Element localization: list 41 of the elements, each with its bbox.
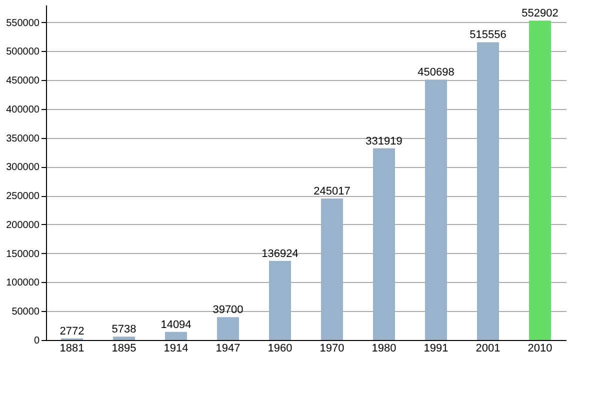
x-tick-label: 1895 <box>112 342 136 354</box>
x-tick-label: 1947 <box>216 342 240 354</box>
bar <box>113 336 135 340</box>
y-tick-label: 450000 <box>6 76 40 87</box>
y-tick-label: 400000 <box>6 104 40 116</box>
bar <box>269 260 291 340</box>
bar <box>529 20 551 340</box>
data-label: 14094 <box>160 318 192 331</box>
y-tick-label: 200000 <box>6 220 40 231</box>
bar <box>373 148 395 340</box>
x-tick-label: 1970 <box>320 342 344 354</box>
x-tick-label: 2010 <box>528 342 552 354</box>
y-tick-label: 100000 <box>6 278 40 289</box>
x-tick-label: 1914 <box>164 342 188 354</box>
data-label: 136924 <box>262 248 298 260</box>
bar <box>321 198 343 340</box>
data-label: 5738 <box>112 324 136 336</box>
y-tick-label: 500000 <box>6 46 40 58</box>
data-label: 39700 <box>212 304 244 316</box>
bar <box>477 42 499 340</box>
bar <box>217 317 239 340</box>
y-tick-label: 150000 <box>6 248 40 260</box>
data-label: 2772 <box>60 325 84 338</box>
y-tick-label: 50000 <box>12 306 40 318</box>
x-tick-label: 1980 <box>372 342 396 354</box>
x-tick-label: 1991 <box>424 342 448 354</box>
y-tick-label: 250000 <box>6 191 40 202</box>
y-tick-label: 550000 <box>6 18 40 29</box>
data-label: 245017 <box>314 185 350 198</box>
x-tick-label: 2001 <box>476 342 500 354</box>
data-label: 515556 <box>470 29 506 42</box>
bar <box>425 80 447 340</box>
data-label: 552902 <box>522 8 558 20</box>
bar <box>165 332 187 340</box>
data-label: 450698 <box>418 66 454 79</box>
x-tick-label: 1960 <box>268 342 292 354</box>
y-tick-label: 0 <box>34 336 40 346</box>
data-label: 331919 <box>366 135 402 148</box>
y-tick-label: 300000 <box>6 162 40 174</box>
y-tick-label: 350000 <box>6 133 40 144</box>
x-tick-label: 1881 <box>60 342 84 354</box>
